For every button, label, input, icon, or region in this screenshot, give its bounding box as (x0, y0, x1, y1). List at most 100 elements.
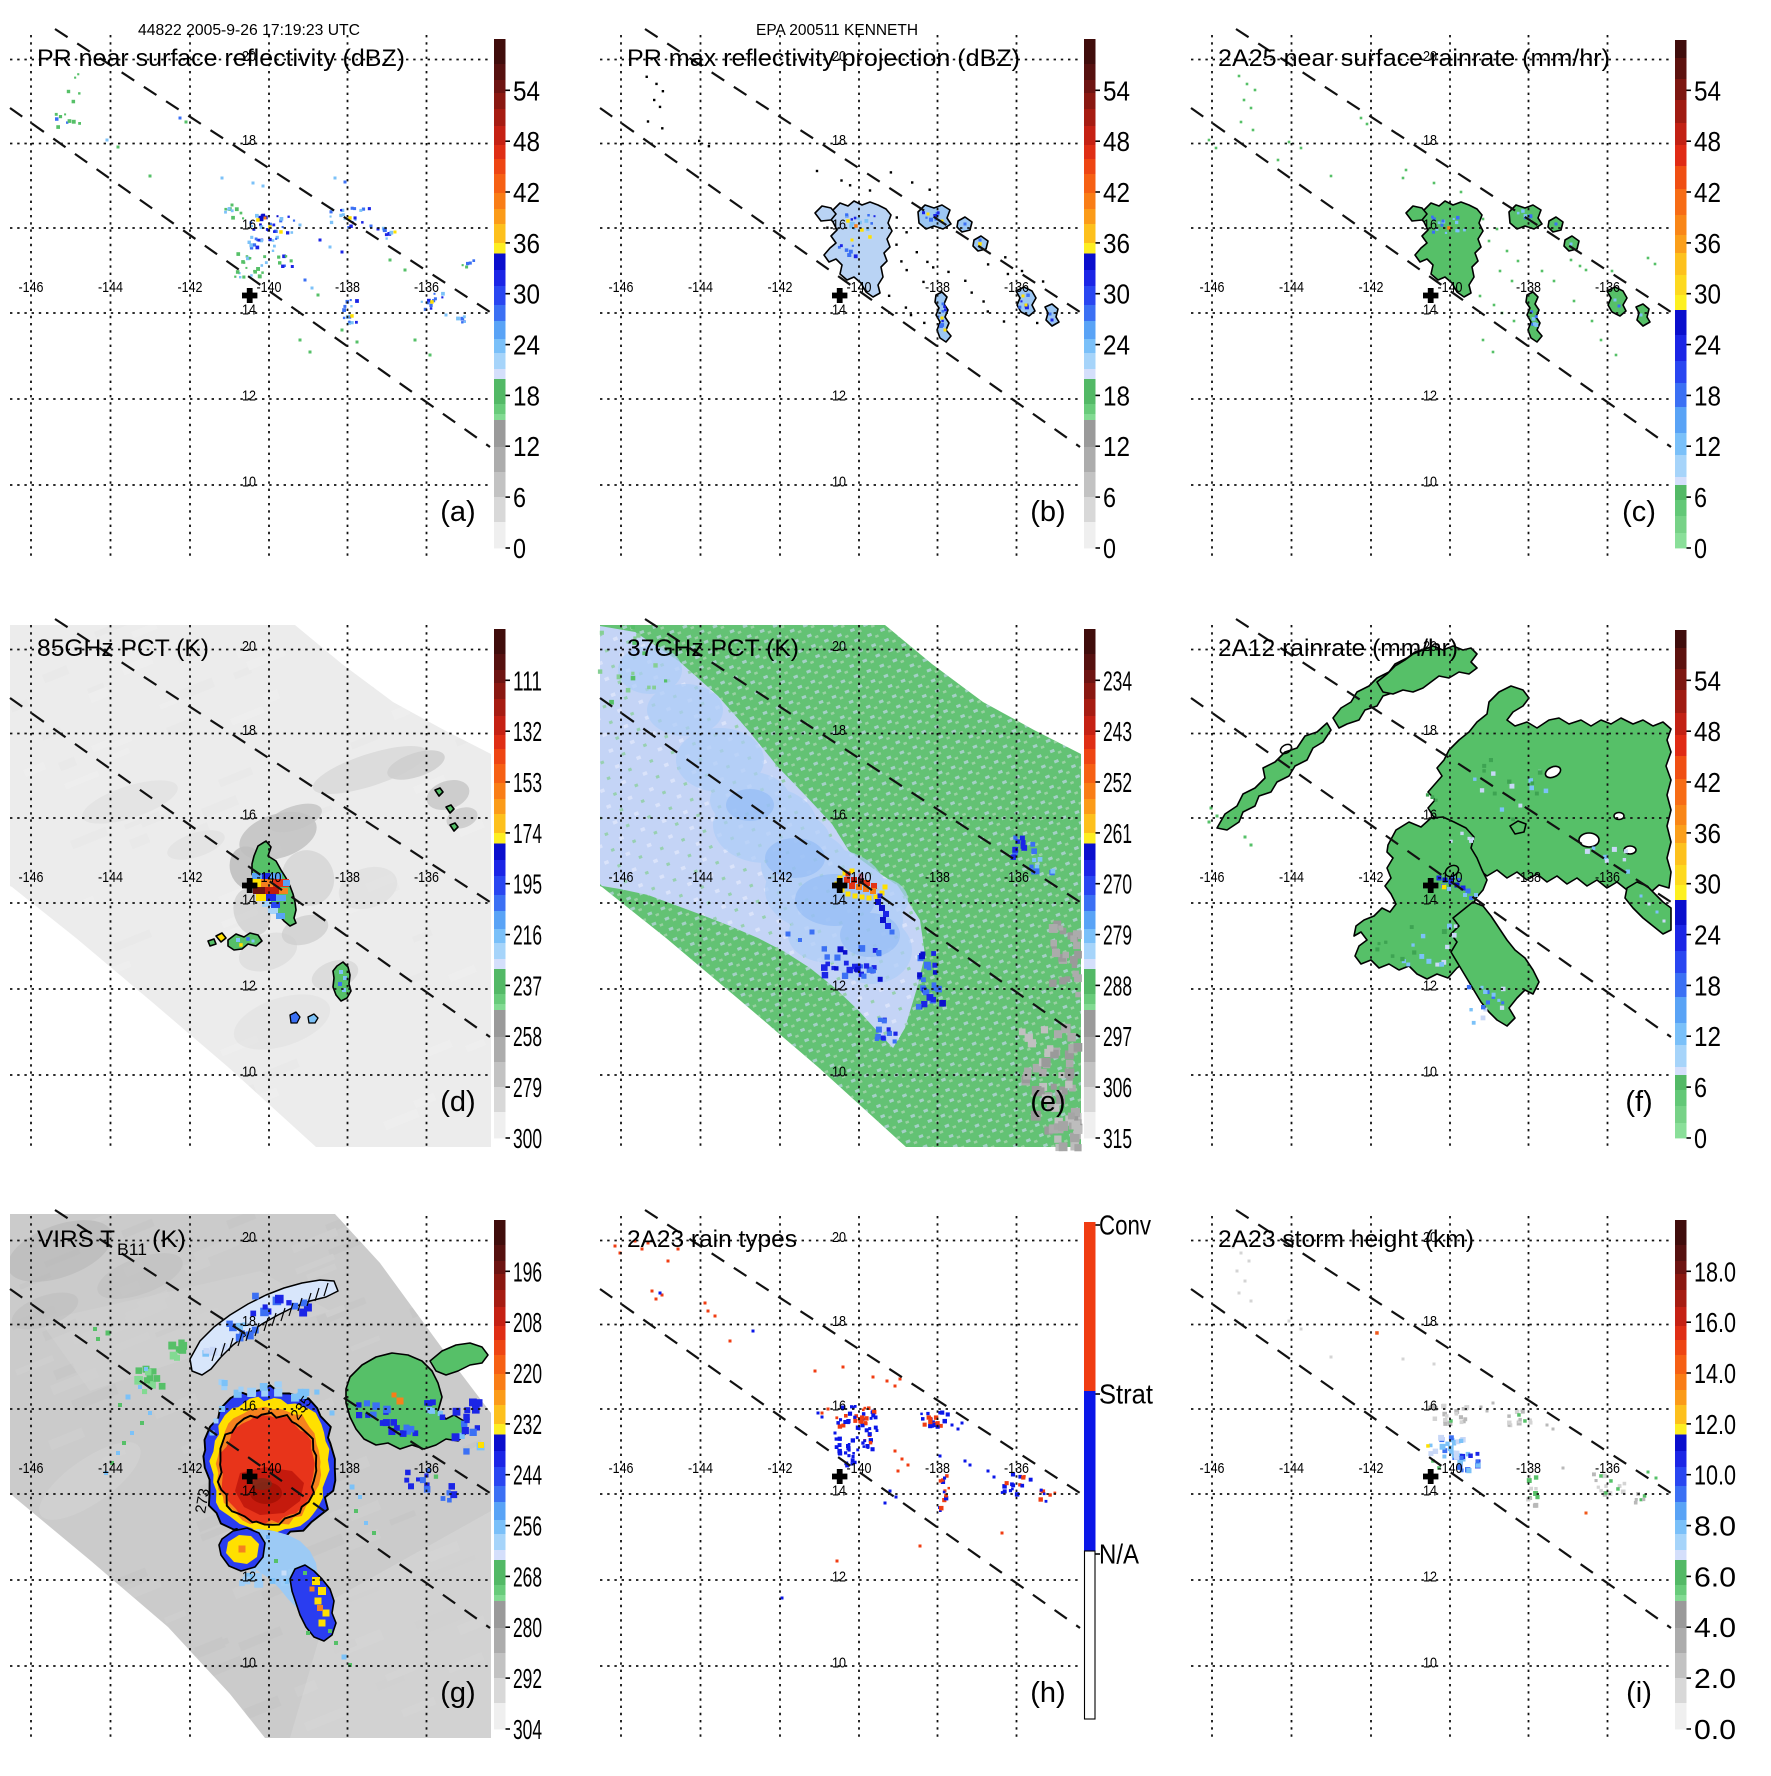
svg-text:-136: -136 (1595, 1460, 1620, 1477)
svg-text:12: 12 (1694, 1021, 1721, 1052)
svg-text:6: 6 (1694, 482, 1707, 513)
svg-text:18: 18 (1423, 132, 1437, 149)
svg-text:48: 48 (1694, 126, 1721, 157)
svg-text:12: 12 (832, 388, 846, 405)
svg-text:-144: -144 (1279, 869, 1304, 886)
svg-text:18: 18 (1694, 970, 1721, 1001)
svg-text:288: 288 (1103, 970, 1132, 1001)
svg-text:30: 30 (1694, 279, 1721, 310)
svg-text:18: 18 (1694, 380, 1721, 411)
svg-text:-140: -140 (1438, 279, 1463, 296)
svg-text:37GHz PCT (K): 37GHz PCT (K) (627, 635, 799, 662)
svg-text:2.0: 2.0 (1694, 1663, 1736, 1694)
svg-text:2A23 storm height (km): 2A23 storm height (km) (1218, 1226, 1474, 1253)
svg-text:54: 54 (1694, 665, 1721, 696)
svg-text:174: 174 (513, 818, 542, 849)
svg-text:(d): (d) (440, 1086, 475, 1118)
svg-text:12: 12 (1423, 388, 1437, 405)
svg-text:12: 12 (1423, 1569, 1437, 1586)
svg-text:-144: -144 (98, 279, 123, 296)
svg-text:-140: -140 (257, 1460, 282, 1477)
svg-text:-136: -136 (414, 1460, 439, 1477)
svg-text:(a): (a) (440, 496, 475, 528)
svg-text:16: 16 (832, 217, 846, 234)
svg-text:N/A: N/A (1099, 1539, 1139, 1570)
svg-text:-144: -144 (688, 1460, 713, 1477)
svg-text:24: 24 (1694, 920, 1721, 951)
svg-text:12: 12 (513, 431, 540, 462)
svg-text:(K): (K) (152, 1226, 186, 1253)
svg-text:(e): (e) (1030, 1086, 1065, 1118)
svg-text:-146: -146 (609, 1460, 634, 1477)
svg-text:-140: -140 (847, 279, 872, 296)
svg-text:0: 0 (1694, 533, 1707, 564)
svg-text:42: 42 (1103, 177, 1130, 208)
svg-text:48: 48 (513, 126, 540, 157)
svg-text:16: 16 (242, 807, 256, 824)
svg-text:14: 14 (832, 302, 846, 319)
svg-text:18.0: 18.0 (1694, 1256, 1736, 1287)
svg-text:220: 220 (513, 1358, 542, 1389)
svg-text:297: 297 (1103, 1021, 1132, 1052)
svg-text:20: 20 (1423, 48, 1437, 65)
svg-text:16: 16 (1423, 807, 1437, 824)
svg-text:18: 18 (1423, 722, 1437, 739)
svg-text:24: 24 (513, 330, 540, 361)
svg-text:-138: -138 (925, 869, 950, 886)
svg-text:2A23 rain types: 2A23 rain types (627, 1226, 797, 1253)
svg-text:-146: -146 (19, 1460, 44, 1477)
svg-text:20: 20 (832, 638, 846, 655)
svg-text:12: 12 (1103, 431, 1130, 462)
svg-text:-144: -144 (1279, 279, 1304, 296)
svg-text:132: 132 (513, 716, 542, 747)
svg-text:48: 48 (1694, 716, 1721, 747)
svg-text:4.0: 4.0 (1694, 1612, 1736, 1643)
svg-text:292: 292 (513, 1663, 542, 1694)
svg-text:PR max reflectivity projection: PR max reflectivity projection (dBZ) (627, 45, 1020, 72)
svg-text:14: 14 (832, 892, 846, 909)
svg-text:234: 234 (1103, 665, 1132, 696)
svg-text:0: 0 (513, 533, 526, 564)
svg-text:10: 10 (242, 474, 256, 491)
svg-text:12: 12 (832, 978, 846, 995)
svg-text:208: 208 (513, 1307, 542, 1338)
svg-text:-138: -138 (1516, 1460, 1541, 1477)
svg-text:VIRS T: VIRS T (37, 1226, 115, 1253)
svg-text:(g): (g) (440, 1677, 475, 1709)
svg-text:-138: -138 (1516, 279, 1541, 296)
svg-text:20: 20 (832, 1229, 846, 1246)
svg-text:12: 12 (1423, 978, 1437, 995)
svg-text:24: 24 (1694, 330, 1721, 361)
svg-text:18: 18 (1103, 380, 1130, 411)
svg-text:280: 280 (513, 1612, 542, 1643)
svg-text:EPA 200511 KENNETH: EPA 200511 KENNETH (756, 22, 918, 39)
svg-text:-144: -144 (688, 869, 713, 886)
svg-text:10: 10 (832, 1064, 846, 1081)
svg-text:306: 306 (1103, 1072, 1132, 1103)
svg-text:237: 237 (513, 970, 542, 1001)
svg-text:(b): (b) (1030, 496, 1065, 528)
svg-text:20: 20 (1423, 1229, 1437, 1246)
svg-text:-146: -146 (1200, 1460, 1225, 1477)
svg-text:-142: -142 (1359, 1460, 1384, 1477)
svg-text:196: 196 (513, 1256, 542, 1287)
svg-text:-136: -136 (414, 869, 439, 886)
svg-text:-138: -138 (335, 869, 360, 886)
svg-text:244: 244 (513, 1460, 542, 1491)
svg-text:14: 14 (1423, 892, 1437, 909)
svg-text:-136: -136 (414, 279, 439, 296)
svg-text:14: 14 (242, 892, 256, 909)
svg-text:304: 304 (513, 1714, 542, 1745)
svg-text:16: 16 (832, 807, 846, 824)
svg-text:30: 30 (513, 279, 540, 310)
svg-text:14.0: 14.0 (1694, 1358, 1736, 1389)
svg-text:48: 48 (1103, 126, 1130, 157)
svg-text:2A25 near surface rainrate (mm: 2A25 near surface rainrate (mm/hr) (1218, 45, 1610, 72)
svg-text:279: 279 (1103, 920, 1132, 951)
svg-text:252: 252 (1103, 767, 1132, 798)
svg-text:-138: -138 (1516, 869, 1541, 886)
svg-text:10: 10 (242, 1655, 256, 1672)
svg-text:-146: -146 (19, 279, 44, 296)
svg-text:18: 18 (1423, 1313, 1437, 1330)
svg-text:36: 36 (1103, 228, 1130, 259)
